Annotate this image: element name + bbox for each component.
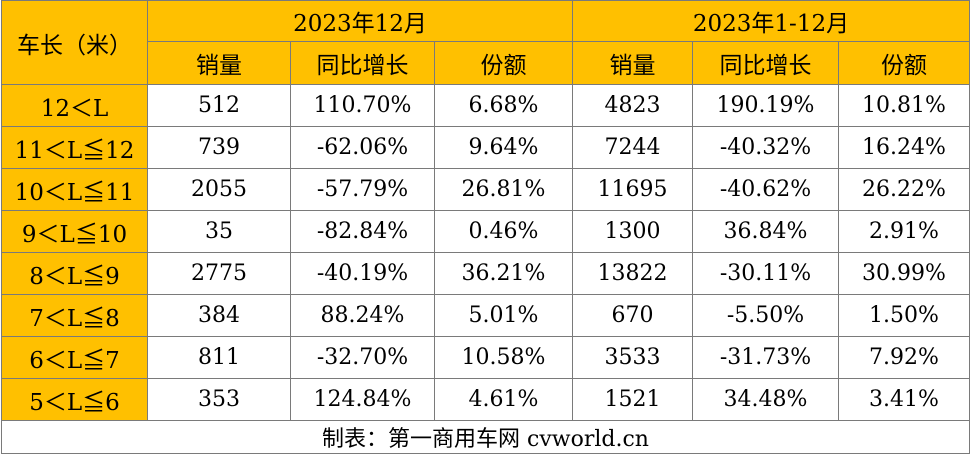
cell-sales: 512 (147, 84, 291, 127)
cell-share-ytd: 3.41% (838, 378, 970, 421)
cell-sales-ytd: 13822 (572, 252, 693, 295)
cell-share-ytd: 2.91% (838, 210, 970, 253)
cell-yoy: 88.24% (290, 294, 435, 337)
cell-share: 10.58% (434, 336, 573, 379)
row-label: 7＜L≦8 (1, 294, 148, 337)
table-row: 7＜L≦8 384 88.24% 5.01% 670 -5.50% 1.50% (1, 294, 970, 337)
cell-sales-ytd: 1300 (572, 210, 693, 253)
footer-row: 制表：第一商用车网 cvworld.cn (1, 420, 970, 454)
cell-sales: 35 (147, 210, 291, 253)
cell-sales-ytd: 3533 (572, 336, 693, 379)
cell-sales: 2055 (147, 168, 291, 211)
table-footer-credit: 制表：第一商用车网 cvworld.cn (1, 420, 970, 454)
row-label: 5＜L≦6 (1, 378, 148, 421)
sales-table: 车长（米） 2023年12月 2023年1-12月 销量 同比增长 份额 销量 … (1, 0, 970, 454)
cell-sales: 384 (147, 294, 291, 337)
cell-share-ytd: 7.92% (838, 336, 970, 379)
col-header-share: 份额 (838, 41, 970, 85)
cell-share-ytd: 30.99% (838, 252, 970, 295)
cell-yoy-ytd: -30.11% (692, 252, 839, 295)
cell-share-ytd: 1.50% (838, 294, 970, 337)
col-header-yoy: 同比增长 (692, 41, 839, 85)
cell-sales-ytd: 670 (572, 294, 693, 337)
col-header-sales: 销量 (147, 41, 291, 85)
cell-yoy-ytd: -40.62% (692, 168, 839, 211)
table-row: 9＜L≦10 35 -82.84% 0.46% 1300 36.84% 2.91% (1, 210, 970, 253)
cell-sales: 353 (147, 378, 291, 421)
cell-yoy: 124.84% (290, 378, 435, 421)
cell-sales: 739 (147, 126, 291, 169)
cell-sales-ytd: 7244 (572, 126, 693, 169)
group-header-ytd: 2023年1-12月 (572, 0, 970, 42)
row-label: 10＜L≦11 (1, 168, 148, 211)
table-row: 12＜L 512 110.70% 6.68% 4823 190.19% 10.81% (1, 84, 970, 127)
cell-yoy: -57.79% (290, 168, 435, 211)
row-label: 8＜L≦9 (1, 252, 148, 295)
row-label: 11＜L≦12 (1, 126, 148, 169)
cell-sales: 2775 (147, 252, 291, 295)
table-row: 6＜L≦7 811 -32.70% 10.58% 3533 -31.73% 7.92% (1, 336, 970, 379)
cell-share: 26.81% (434, 168, 573, 211)
cell-yoy: -40.19% (290, 252, 435, 295)
row-label: 6＜L≦7 (1, 336, 148, 379)
cell-share-ytd: 16.24% (838, 126, 970, 169)
row-label: 12＜L (1, 84, 148, 127)
cell-yoy: -62.06% (290, 126, 435, 169)
group-header-dec: 2023年12月 (147, 0, 573, 42)
row-label: 9＜L≦10 (1, 210, 148, 253)
table-row: 10＜L≦11 2055 -57.79% 26.81% 11695 -40.62% 26.2… (1, 168, 970, 211)
cell-share: 4.61% (434, 378, 573, 421)
cell-yoy-ytd: 190.19% (692, 84, 839, 127)
cell-share: 5.01% (434, 294, 573, 337)
cell-share-ytd: 26.22% (838, 168, 970, 211)
table-row: 11＜L≦12 739 -62.06% 9.64% 7244 -40.32% 16.24% (1, 126, 970, 169)
header-row-columns: 销量 同比增长 份额 销量 同比增长 份额 (2, 41, 970, 85)
cell-yoy-ytd: 34.48% (692, 378, 839, 421)
cell-yoy-ytd: -5.50% (692, 294, 839, 337)
col-header-yoy: 同比增长 (290, 41, 435, 85)
cell-sales-ytd: 4823 (572, 84, 693, 127)
cell-yoy-ytd: -31.73% (692, 336, 839, 379)
cell-yoy: -32.70% (290, 336, 435, 379)
cell-sales: 811 (147, 336, 291, 379)
cell-yoy: 110.70% (290, 84, 435, 127)
cell-sales-ytd: 11695 (572, 168, 693, 211)
col-header-sales: 销量 (572, 41, 693, 85)
col-header-share: 份额 (434, 41, 573, 85)
cell-share-ytd: 10.81% (838, 84, 970, 127)
cell-share: 0.46% (434, 210, 573, 253)
cell-sales-ytd: 1521 (572, 378, 693, 421)
cell-share: 9.64% (434, 126, 573, 169)
cell-share: 6.68% (434, 84, 573, 127)
cell-yoy-ytd: 36.84% (692, 210, 839, 253)
corner-header: 车长（米） (1, 0, 148, 85)
header-row-groups: 车长（米） 2023年12月 2023年1-12月 (1, 0, 970, 85)
table-row: 5＜L≦6 353 124.84% 4.61% 1521 34.48% 3.41% (1, 378, 970, 421)
table-row: 8＜L≦9 2775 -40.19% 36.21% 13822 -30.11% 30.99% (1, 252, 970, 295)
cell-yoy: -82.84% (290, 210, 435, 253)
cell-yoy-ytd: -40.32% (692, 126, 839, 169)
cell-share: 36.21% (434, 252, 573, 295)
